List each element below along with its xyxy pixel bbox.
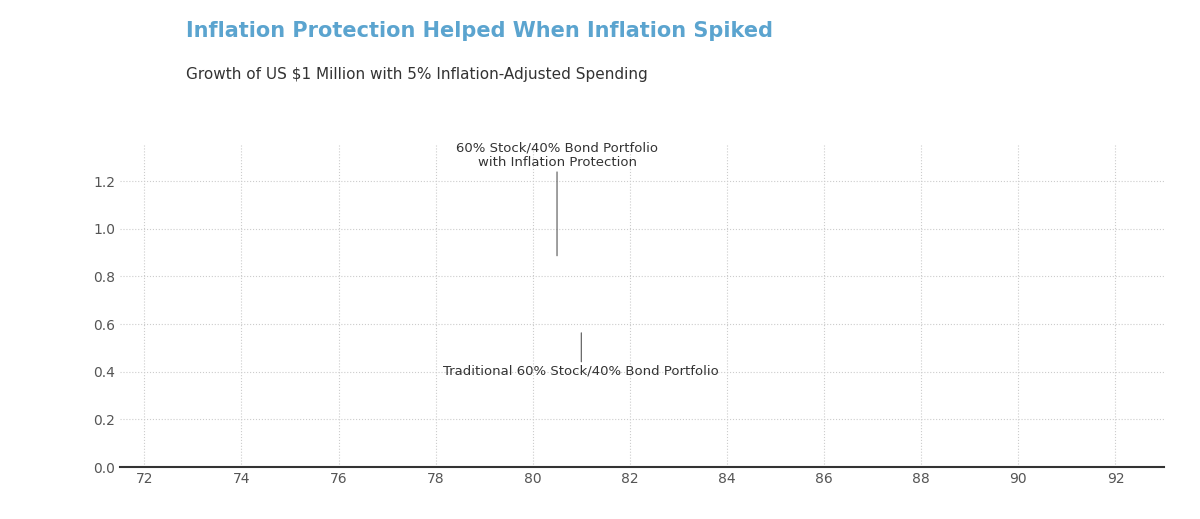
Text: Growth of US $1 Million with 5% Inflation-Adjusted Spending: Growth of US $1 Million with 5% Inflatio… [186, 67, 648, 83]
Text: 60% Stock/40% Bond Portfolio
with Inflation Protection: 60% Stock/40% Bond Portfolio with Inflat… [456, 141, 658, 256]
Text: Inflation Protection Helped When Inflation Spiked: Inflation Protection Helped When Inflati… [186, 21, 773, 41]
Text: Traditional 60% Stock/40% Bond Portfolio: Traditional 60% Stock/40% Bond Portfolio [444, 333, 719, 378]
